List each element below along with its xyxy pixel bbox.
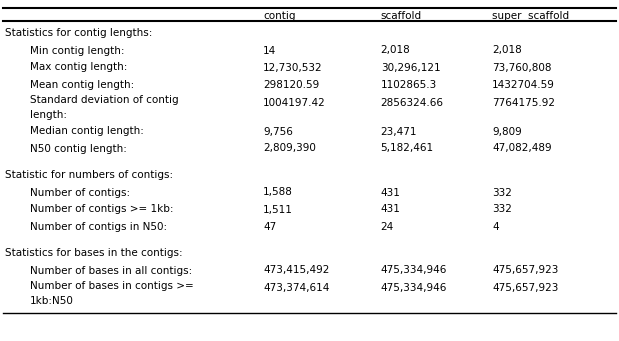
Text: 30,296,121: 30,296,121 <box>381 62 440 73</box>
Text: 14: 14 <box>263 45 276 56</box>
Text: 473,374,614: 473,374,614 <box>263 283 329 294</box>
Text: 7764175.92: 7764175.92 <box>492 98 555 107</box>
Text: Statistics for contig lengths:: Statistics for contig lengths: <box>5 29 152 39</box>
Text: Mean contig length:: Mean contig length: <box>30 79 134 89</box>
Text: 431: 431 <box>381 205 400 214</box>
Text: 1kb:N50: 1kb:N50 <box>30 296 74 306</box>
Text: super  scaffold: super scaffold <box>492 11 569 21</box>
Text: 1432704.59: 1432704.59 <box>492 79 555 89</box>
Text: 2,018: 2,018 <box>492 45 522 56</box>
Text: 5,182,461: 5,182,461 <box>381 144 434 153</box>
Text: scaffold: scaffold <box>381 11 422 21</box>
Text: 475,334,946: 475,334,946 <box>381 266 447 276</box>
Text: 1,511: 1,511 <box>263 205 293 214</box>
Text: 23,471: 23,471 <box>381 127 417 136</box>
Text: 431: 431 <box>381 188 400 197</box>
Text: 73,760,808: 73,760,808 <box>492 62 552 73</box>
Text: Number of bases in all contigs:: Number of bases in all contigs: <box>30 266 192 276</box>
Text: Max contig length:: Max contig length: <box>30 62 127 73</box>
Text: Statistic for numbers of contigs:: Statistic for numbers of contigs: <box>5 170 173 180</box>
Text: contig: contig <box>263 11 296 21</box>
Text: N50 contig length:: N50 contig length: <box>30 144 127 153</box>
Text: Median contig length:: Median contig length: <box>30 127 144 136</box>
Text: 9,809: 9,809 <box>492 127 522 136</box>
Text: Number of contigs in N50:: Number of contigs in N50: <box>30 222 167 232</box>
Text: 475,657,923: 475,657,923 <box>492 266 558 276</box>
Text: Number of contigs >= 1kb:: Number of contigs >= 1kb: <box>30 205 173 214</box>
Text: 2,809,390: 2,809,390 <box>263 144 316 153</box>
Text: 2,018: 2,018 <box>381 45 410 56</box>
Text: 332: 332 <box>492 205 512 214</box>
Text: 9,756: 9,756 <box>263 127 293 136</box>
Text: 4: 4 <box>492 222 499 232</box>
Text: Number of contigs:: Number of contigs: <box>30 188 130 197</box>
Text: 47,082,489: 47,082,489 <box>492 144 552 153</box>
Text: Min contig length:: Min contig length: <box>30 45 124 56</box>
Text: 332: 332 <box>492 188 512 197</box>
Text: 2856324.66: 2856324.66 <box>381 98 444 107</box>
Text: 12,730,532: 12,730,532 <box>263 62 322 73</box>
Text: Statistics for bases in the contigs:: Statistics for bases in the contigs: <box>5 249 183 258</box>
Text: 24: 24 <box>381 222 394 232</box>
Text: Standard deviation of contig: Standard deviation of contig <box>30 95 178 105</box>
Text: 1004197.42: 1004197.42 <box>263 98 326 107</box>
Text: 475,334,946: 475,334,946 <box>381 283 447 294</box>
Text: Number of bases in contigs >=: Number of bases in contigs >= <box>30 281 194 291</box>
Text: 475,657,923: 475,657,923 <box>492 283 558 294</box>
Text: 47: 47 <box>263 222 276 232</box>
Text: 1,588: 1,588 <box>263 188 293 197</box>
Text: 1102865.3: 1102865.3 <box>381 79 437 89</box>
Text: 473,415,492: 473,415,492 <box>263 266 329 276</box>
Text: length:: length: <box>30 110 67 120</box>
Text: 298120.59: 298120.59 <box>263 79 319 89</box>
